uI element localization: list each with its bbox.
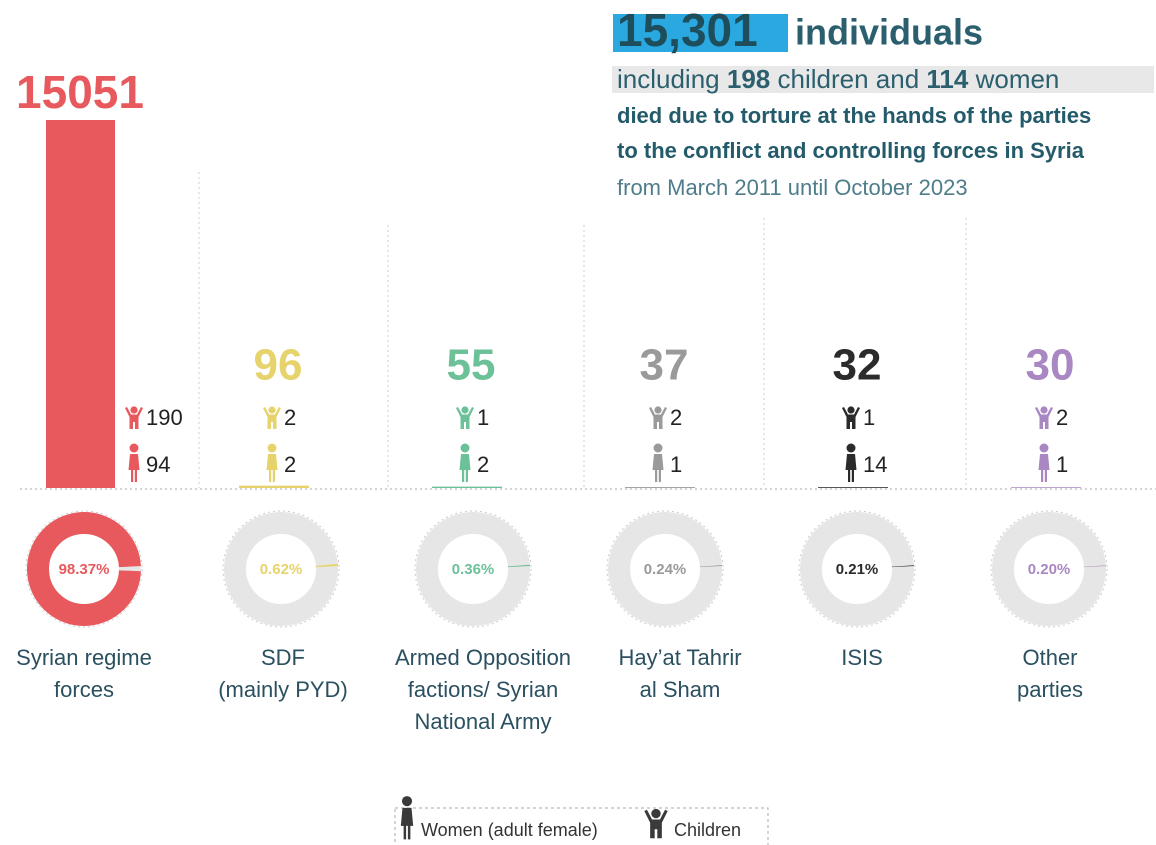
bar <box>625 487 695 488</box>
category-label: SDF <box>261 645 305 670</box>
donut-outline <box>25 510 143 628</box>
text: women <box>975 64 1060 94</box>
text: 114 <box>926 64 968 94</box>
subtitle: to the conflict and controlling forces i… <box>617 138 1085 163</box>
child-icon <box>125 406 143 429</box>
legend-box <box>394 807 769 845</box>
donut-slice <box>26 512 141 626</box>
legend-icon <box>644 808 668 839</box>
category-label: factions/ Syrian <box>408 677 558 702</box>
donut-outline <box>606 510 724 628</box>
children-count: 2 <box>284 405 296 430</box>
bar <box>239 485 309 488</box>
value-label: 55 <box>447 341 496 390</box>
highlight <box>613 14 788 52</box>
woman-icon <box>266 443 278 482</box>
woman-icon <box>128 443 140 482</box>
women-count: 2 <box>284 452 296 477</box>
donut-slice <box>992 511 1106 626</box>
legend-label: Women (adult female) <box>421 820 598 840</box>
share-label: 98.37% <box>59 561 110 578</box>
woman-icon <box>1038 443 1050 482</box>
child-icon <box>263 406 281 429</box>
donut-track <box>416 512 530 626</box>
value-label: 30 <box>1026 341 1075 390</box>
child-icon <box>456 406 474 429</box>
donut-outline <box>798 510 916 628</box>
separators <box>20 172 1156 490</box>
bar <box>46 120 115 488</box>
text: including <box>617 64 720 94</box>
bar <box>818 487 888 488</box>
women-count: 14 <box>863 452 887 477</box>
donut-outline <box>414 510 532 628</box>
value-label: 37 <box>640 341 689 390</box>
value-label: 32 <box>833 341 882 390</box>
subtitle: from March 2011 until October 2023 <box>617 175 968 200</box>
category-label: Syrian regime <box>16 645 152 670</box>
category-label: National Army <box>415 709 552 734</box>
donut-slice <box>224 511 338 626</box>
donut-track <box>224 512 338 626</box>
share-label: 0.24% <box>644 561 687 578</box>
highlight <box>612 66 1154 93</box>
category-label: parties <box>1017 677 1083 702</box>
women-count: 2 <box>477 452 489 477</box>
children-count: 1 <box>863 405 875 430</box>
donut-track <box>608 512 722 626</box>
category-label: Armed Opposition <box>395 645 571 670</box>
value-label: 96 <box>254 341 303 390</box>
donut-track <box>992 512 1106 626</box>
donut-slice <box>608 512 722 627</box>
child-icon <box>649 406 667 429</box>
child-icon <box>1035 406 1053 429</box>
value-label: 15051 <box>16 66 144 118</box>
share-label: 0.20% <box>1028 561 1071 578</box>
donut-slice <box>416 512 530 626</box>
bar <box>432 486 502 488</box>
total: 15,301 <box>617 4 758 56</box>
donut-slice <box>800 512 914 626</box>
children-count: 190 <box>146 405 183 430</box>
share-label: 0.62% <box>260 561 303 578</box>
bar <box>1011 487 1081 488</box>
legend-icon <box>400 796 414 840</box>
category-label: Other <box>1022 645 1077 670</box>
category-label: al Sham <box>640 677 721 702</box>
child-icon <box>842 406 860 429</box>
category-label: Hay’at Tahrir <box>618 645 741 670</box>
children-count: 1 <box>477 405 489 430</box>
donut-outline <box>222 510 340 628</box>
category-label: ISIS <box>841 645 883 670</box>
woman-icon <box>652 443 664 482</box>
women-count: 1 <box>1056 452 1068 477</box>
donut-track <box>800 512 914 626</box>
woman-icon <box>459 443 471 482</box>
children-count: 2 <box>670 405 682 430</box>
woman-icon <box>845 443 857 482</box>
text: children and <box>778 64 920 94</box>
category-label: forces <box>54 677 114 702</box>
women-count: 1 <box>670 452 682 477</box>
share-label: 0.21% <box>836 561 879 578</box>
donut-outline <box>990 510 1108 628</box>
category-label: (mainly PYD) <box>218 677 348 702</box>
women-count: 94 <box>146 452 170 477</box>
legend-label: Children <box>674 820 741 840</box>
subtitle: died due to torture at the hands of the … <box>617 103 1091 128</box>
subtitle: including 198 children and 114 women <box>617 64 1059 94</box>
total-suffix: individuals <box>795 12 983 53</box>
text: 198 <box>727 64 770 94</box>
share-label: 0.36% <box>452 561 495 578</box>
children-count: 2 <box>1056 405 1068 430</box>
